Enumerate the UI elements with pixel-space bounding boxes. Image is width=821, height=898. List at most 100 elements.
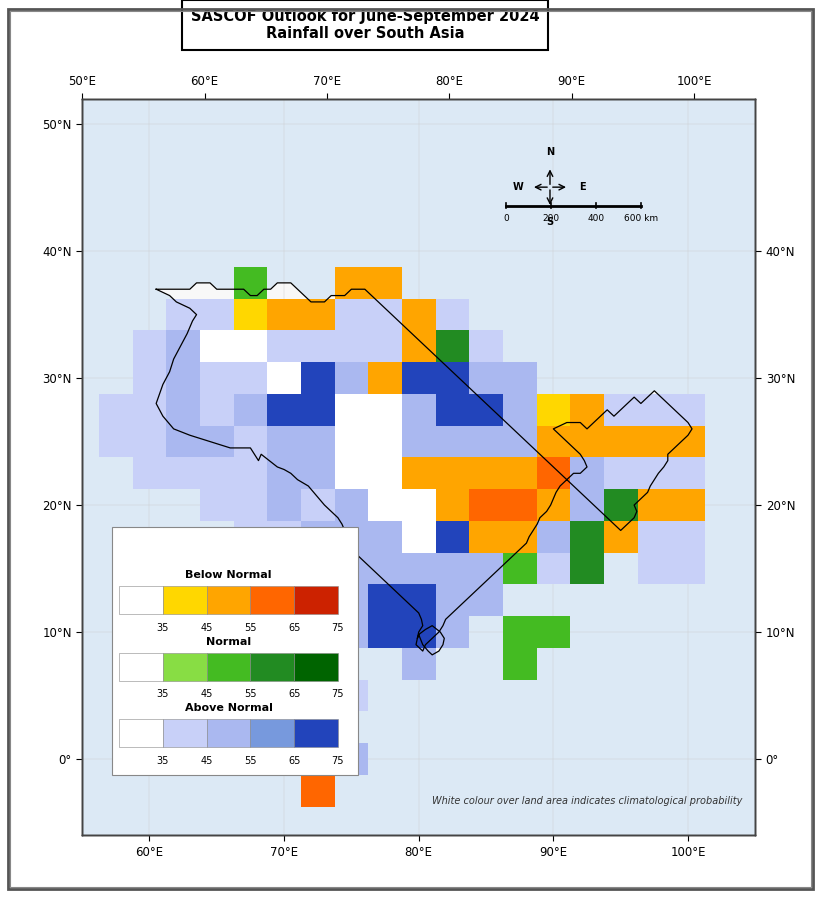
- Bar: [268, 552, 300, 585]
- Text: N: N: [546, 147, 554, 157]
- Bar: [536, 394, 570, 426]
- Bar: [163, 586, 207, 614]
- Bar: [671, 552, 704, 585]
- Bar: [638, 426, 672, 457]
- Text: 45: 45: [200, 623, 213, 633]
- Bar: [166, 457, 200, 489]
- Bar: [401, 647, 435, 680]
- Bar: [335, 680, 368, 711]
- Bar: [435, 299, 469, 330]
- Text: Normal: Normal: [206, 637, 251, 647]
- Bar: [536, 489, 570, 521]
- Text: 65: 65: [288, 755, 300, 766]
- Bar: [233, 457, 267, 489]
- Text: SASCOF Outlook for June-September 2024
Rainfall over South Asia: SASCOF Outlook for June-September 2024 R…: [190, 9, 539, 41]
- Bar: [401, 616, 435, 647]
- Bar: [401, 585, 435, 616]
- Bar: [401, 457, 435, 489]
- Bar: [163, 653, 207, 681]
- Bar: [401, 394, 435, 426]
- Bar: [536, 426, 570, 457]
- Bar: [502, 521, 537, 552]
- Bar: [570, 521, 603, 552]
- Bar: [300, 711, 334, 744]
- Text: Above Normal: Above Normal: [185, 703, 273, 713]
- Bar: [233, 299, 267, 330]
- Bar: [163, 718, 207, 747]
- Bar: [200, 362, 233, 394]
- Bar: [233, 362, 267, 394]
- Bar: [233, 426, 267, 457]
- Bar: [638, 394, 672, 426]
- Bar: [671, 457, 704, 489]
- Bar: [335, 521, 368, 552]
- Bar: [502, 552, 537, 585]
- Bar: [369, 394, 402, 426]
- Bar: [132, 394, 166, 426]
- Bar: [132, 426, 166, 457]
- Bar: [369, 585, 402, 616]
- Bar: [119, 653, 163, 681]
- Bar: [207, 653, 250, 681]
- Text: 45: 45: [200, 690, 213, 700]
- Bar: [435, 585, 469, 616]
- Bar: [268, 521, 300, 552]
- Bar: [671, 394, 704, 426]
- Bar: [300, 330, 334, 362]
- Text: 200: 200: [543, 215, 560, 224]
- Bar: [470, 426, 502, 457]
- Bar: [132, 330, 166, 362]
- Bar: [369, 521, 402, 552]
- Bar: [435, 552, 469, 585]
- Bar: [207, 586, 250, 614]
- Text: 55: 55: [244, 755, 257, 766]
- Bar: [470, 394, 502, 426]
- Bar: [603, 426, 637, 457]
- Bar: [638, 521, 672, 552]
- Bar: [200, 489, 233, 521]
- Bar: [638, 489, 672, 521]
- Bar: [200, 457, 233, 489]
- Bar: [300, 521, 334, 552]
- Bar: [300, 362, 334, 394]
- Text: 35: 35: [157, 690, 169, 700]
- Bar: [300, 457, 334, 489]
- Bar: [300, 744, 334, 775]
- Bar: [470, 362, 502, 394]
- Bar: [435, 457, 469, 489]
- Bar: [233, 394, 267, 426]
- Text: 400: 400: [588, 215, 604, 224]
- Bar: [435, 426, 469, 457]
- Bar: [603, 457, 637, 489]
- Bar: [335, 585, 368, 616]
- Bar: [671, 457, 704, 489]
- Bar: [502, 489, 537, 521]
- Bar: [536, 457, 570, 489]
- Bar: [638, 521, 672, 552]
- Bar: [200, 426, 233, 457]
- Bar: [603, 489, 637, 521]
- Text: 35: 35: [157, 755, 169, 766]
- Text: 75: 75: [332, 623, 344, 633]
- Bar: [435, 616, 469, 647]
- Bar: [470, 457, 502, 489]
- Bar: [250, 718, 294, 747]
- Bar: [300, 426, 334, 457]
- Bar: [335, 394, 368, 426]
- Bar: [470, 330, 502, 362]
- Bar: [502, 457, 537, 489]
- Bar: [369, 426, 402, 457]
- Bar: [166, 362, 200, 394]
- Bar: [335, 489, 368, 521]
- Bar: [603, 394, 637, 426]
- Bar: [470, 521, 502, 552]
- Polygon shape: [580, 397, 695, 531]
- Bar: [470, 585, 502, 616]
- Bar: [570, 489, 603, 521]
- Bar: [401, 362, 435, 394]
- Bar: [502, 457, 537, 489]
- Text: 75: 75: [332, 690, 344, 700]
- Bar: [166, 426, 200, 457]
- Bar: [294, 718, 338, 747]
- Bar: [470, 489, 502, 521]
